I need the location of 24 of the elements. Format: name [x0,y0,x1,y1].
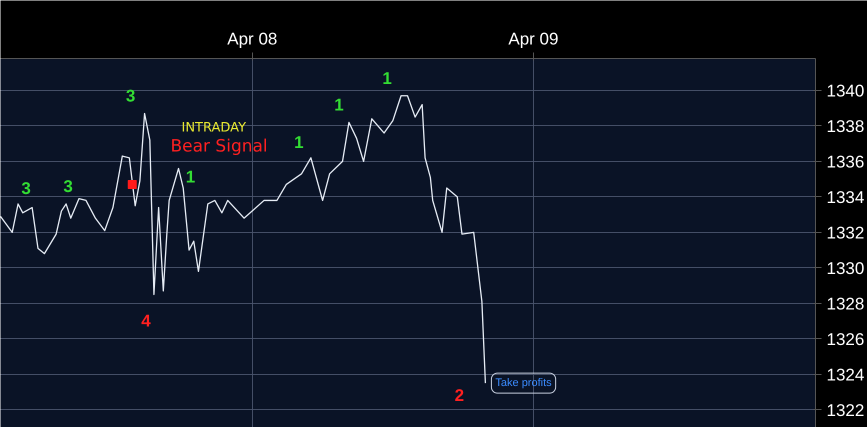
y-tick-label: 1330 [826,258,864,278]
annotation: 3 [63,176,73,196]
annotation: INTRADAY [182,120,246,136]
x-tick-label: Apr 09 [508,30,558,48]
y-tick-label: 1334 [826,188,864,207]
annotation: 3 [21,178,31,198]
y-tick-label: 1328 [826,294,864,314]
annotation: 1 [382,68,392,88]
y-tick-label: 1322 [826,400,864,420]
annotation: 3 [126,86,136,106]
annotation: 1 [334,95,344,114]
annotation: 1 [186,167,196,186]
x-tick-label: Apr 08 [227,30,278,48]
annotation: 1 [294,132,304,152]
annotation: Take profits [495,377,552,390]
annotation: 4 [141,311,152,330]
y-tick-label: 1338 [826,116,864,136]
y-tick-label: 1340 [826,81,864,100]
annotation: 2 [454,386,464,406]
annotation: Bear Signal [170,136,268,156]
y-tick-label: 1324 [826,365,864,384]
y-tick-label: 1332 [826,223,864,242]
y-tick-label: 1336 [826,152,864,172]
y-tick-label: 1326 [826,330,864,349]
